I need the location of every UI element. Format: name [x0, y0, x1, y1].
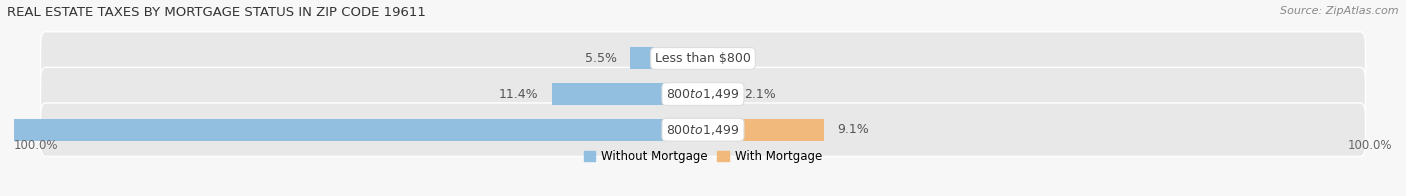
Text: 9.1%: 9.1% [837, 123, 869, 136]
Text: Source: ZipAtlas.com: Source: ZipAtlas.com [1281, 6, 1399, 16]
FancyBboxPatch shape [41, 103, 1365, 156]
Bar [553, 83, 703, 105]
Text: 0.0%: 0.0% [716, 52, 748, 65]
Text: $800 to $1,499: $800 to $1,499 [666, 123, 740, 137]
Text: REAL ESTATE TAXES BY MORTGAGE STATUS IN ZIP CODE 19611: REAL ESTATE TAXES BY MORTGAGE STATUS IN … [7, 6, 426, 19]
Bar [703, 83, 731, 105]
Text: 5.5%: 5.5% [585, 52, 617, 65]
Text: 11.4%: 11.4% [499, 88, 538, 101]
Text: 100.0%: 100.0% [14, 139, 59, 152]
Text: 2.1%: 2.1% [744, 88, 776, 101]
FancyBboxPatch shape [41, 67, 1365, 121]
Text: $800 to $1,499: $800 to $1,499 [666, 87, 740, 101]
FancyBboxPatch shape [41, 32, 1365, 85]
Text: 100.0%: 100.0% [1347, 139, 1392, 152]
Legend: Without Mortgage, With Mortgage: Without Mortgage, With Mortgage [579, 146, 827, 168]
Text: Less than $800: Less than $800 [655, 52, 751, 65]
Bar [630, 47, 703, 70]
Bar [0, 119, 703, 141]
Bar [703, 119, 824, 141]
